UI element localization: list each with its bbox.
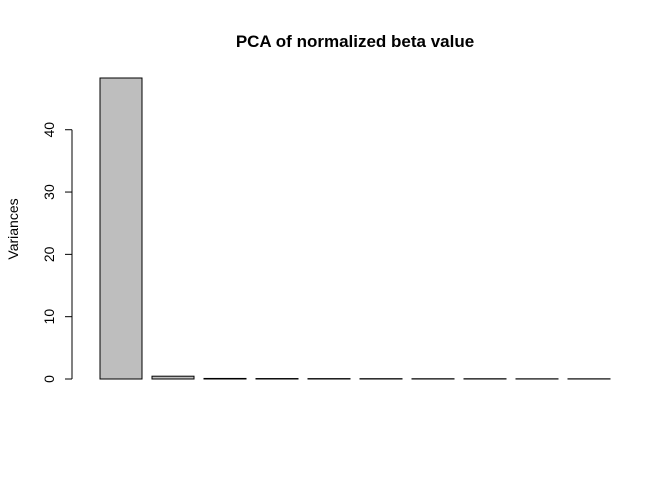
bar bbox=[203, 377, 247, 380]
y-tick-label: 10 bbox=[41, 309, 57, 325]
y-axis-label: Variances bbox=[5, 198, 21, 259]
bars bbox=[99, 77, 611, 380]
bar bbox=[151, 375, 195, 380]
y-axis-ticks: 0 10 20 30 40 bbox=[41, 122, 72, 383]
y-tick-label: 30 bbox=[41, 184, 57, 200]
y-tick-label: 40 bbox=[41, 122, 57, 138]
y-tick-label: 20 bbox=[41, 246, 57, 262]
chart-title: PCA of normalized beta value bbox=[236, 32, 474, 51]
bar bbox=[99, 77, 143, 380]
y-tick-label: 0 bbox=[41, 375, 57, 383]
